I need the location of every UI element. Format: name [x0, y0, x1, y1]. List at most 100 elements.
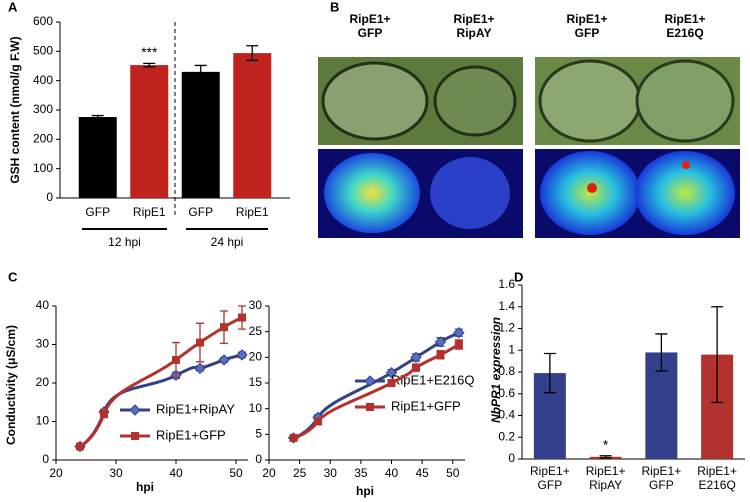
- y-tick-label: 0.8: [498, 364, 515, 378]
- y-tick-label: 15: [249, 375, 263, 389]
- error-bar: [143, 62, 156, 68]
- legend-marker: [364, 375, 376, 387]
- marker: [387, 379, 396, 387]
- y-tick-label: 0: [42, 452, 49, 466]
- group-label: 12 hpi: [108, 235, 141, 249]
- x-tick-label: RipE1+ GFP: [642, 464, 682, 492]
- y-tick-label: 400: [33, 73, 53, 87]
- legend-label: RipE1+GFP: [156, 427, 226, 442]
- x-tick-label: GFP: [85, 205, 110, 219]
- y-tick-label: 5: [255, 427, 262, 441]
- x-tick-label: 25: [293, 466, 307, 480]
- y-tick-label: 600: [33, 14, 53, 28]
- y-axis-label: GSH content (nmol/g F.W): [8, 36, 22, 183]
- marker: [236, 349, 248, 361]
- marker: [412, 363, 420, 372]
- x-tick-label: RipE1+ E216Q: [697, 464, 737, 492]
- error-bar: [194, 64, 207, 79]
- x-axis-label: hpi: [356, 484, 374, 498]
- x-tick-label: 50: [446, 466, 460, 480]
- y-tick-label: 1.2: [498, 321, 515, 335]
- image-label: RipE1+ E216Q: [664, 12, 705, 40]
- x-tick-label: RipE1+ GFP: [530, 464, 570, 492]
- infiltration-zone: [538, 59, 642, 143]
- legend-label: RipE1+E216Q: [391, 372, 474, 387]
- legend-marker: [131, 432, 139, 440]
- y-tick-label: 1: [508, 342, 515, 356]
- x-tick-label: 50: [229, 466, 243, 480]
- heatmap-zone: [430, 157, 510, 229]
- x-tick-label: 20: [262, 466, 276, 480]
- error-bar: [246, 45, 259, 62]
- heatmap-zone: [324, 153, 420, 233]
- error-bar: [543, 352, 556, 394]
- marker: [434, 336, 447, 348]
- y-tick-label: 500: [33, 44, 53, 58]
- heatmap-zone: [635, 151, 735, 235]
- x-tick-label: 30: [324, 466, 338, 480]
- marker: [410, 351, 422, 364]
- y-axis-label: Conductivity (μS/cm): [4, 325, 18, 445]
- marker: [220, 323, 228, 332]
- y-tick-label: 0.6: [498, 386, 515, 400]
- panel-label: C: [8, 269, 18, 284]
- x-tick-label: RipE1+ RipAY: [586, 464, 626, 492]
- y-tick-label: 0.2: [498, 429, 515, 443]
- y-tick-label: 10: [36, 414, 50, 428]
- group-label: 24 hpi: [211, 235, 244, 249]
- y-tick-label: 25: [249, 324, 263, 338]
- error-bar: [91, 114, 104, 120]
- image-label: RipE1+ RipAY: [453, 12, 494, 40]
- y-tick-label: 1.4: [498, 299, 515, 313]
- bar: [78, 117, 117, 198]
- error-bar: [655, 333, 668, 372]
- y-tick-label: 0: [46, 190, 53, 204]
- legend-marker: [129, 404, 141, 416]
- y-tick-label: 30: [36, 337, 50, 351]
- y-tick-label: 20: [249, 350, 263, 364]
- x-tick-label: GFP: [188, 205, 213, 219]
- marker: [436, 350, 445, 359]
- marker: [289, 433, 298, 442]
- marker: [454, 340, 463, 349]
- error-bar: [711, 306, 724, 404]
- marker: [453, 326, 465, 339]
- legend-label: RipE1+GFP: [391, 398, 461, 413]
- legend-marker: [366, 403, 374, 411]
- bar: [130, 65, 169, 199]
- x-tick-label: 40: [385, 466, 399, 480]
- y-tick-label: 200: [33, 132, 53, 146]
- heatmap-spot: [682, 161, 690, 169]
- legend-label: RipE1+RipAY: [156, 401, 235, 416]
- y-tick-label: 10: [249, 401, 263, 415]
- x-tick-label: RipE1: [133, 205, 166, 219]
- panel-label: D: [514, 269, 523, 284]
- marker: [314, 417, 322, 426]
- infiltration-zone: [321, 61, 429, 141]
- marker: [194, 362, 206, 375]
- x-tick-label: 45: [415, 466, 429, 480]
- marker: [100, 409, 108, 418]
- panel-label: A: [8, 0, 18, 14]
- marker: [76, 442, 84, 451]
- marker: [172, 355, 180, 364]
- y-tick-label: 1.6: [498, 277, 515, 291]
- significance-label: *: [603, 436, 609, 452]
- error-bar: [599, 455, 612, 459]
- x-tick-label: 35: [354, 466, 368, 480]
- y-tick-label: 0.4: [498, 408, 515, 422]
- x-axis-label: hpi: [136, 480, 154, 494]
- image-label: RipE1+ GFP: [566, 12, 607, 40]
- image-label: RipE1+ GFP: [349, 12, 390, 40]
- marker: [385, 367, 398, 379]
- x-tick-label: 40: [169, 466, 183, 480]
- panel-label: B: [330, 0, 339, 14]
- heatmap-zone: [540, 151, 640, 235]
- x-tick-label: 20: [49, 466, 63, 480]
- y-tick-label: 20: [36, 375, 50, 389]
- heatmap-spot: [587, 183, 597, 193]
- infiltration-zone: [433, 65, 517, 137]
- y-axis-label: NbPR1 expression: [489, 317, 503, 423]
- x-tick-label: 30: [109, 466, 123, 480]
